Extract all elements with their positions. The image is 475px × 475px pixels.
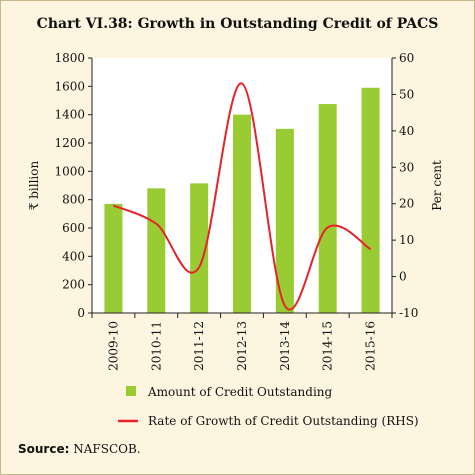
bar-2014-15 [318,104,337,314]
legend-label-line: Rate of Growth of Credit Outstanding (RH… [148,414,419,428]
y-tick-label: 400 [62,249,85,263]
x-tick-label: 2014-15 [321,321,335,371]
y2-tick-label: 30 [399,160,414,174]
x-tick-label: 2009-10 [106,321,120,371]
y2-tick-label: 10 [399,233,414,247]
source-value: NAFSCOB. [73,442,141,456]
y2-tick-label: 40 [399,124,414,138]
y2-axis-title: Per cent [430,160,444,211]
bar-2009-10 [104,203,123,313]
y-axis-title: ₹ billion [27,161,41,211]
bar-2011-12 [190,183,209,313]
y2-tick-label: -10 [399,306,418,320]
y2-tick-label: 50 [399,87,414,101]
x-tick-label: 2012-13 [235,321,249,371]
x-tick-label: 2011-12 [192,321,206,371]
bar-2012-13 [233,114,251,314]
bar-2013-14 [275,128,294,313]
y2-tick-label: 60 [399,51,414,65]
source-label: Source: [18,442,70,456]
chart-title: Chart VI.38: Growth in Outstanding Credi… [36,16,439,32]
x-tick-label: 2010-11 [149,321,163,371]
y-tick-label: 600 [62,221,85,235]
legend-swatch-bar [126,386,136,396]
legend-label-bar: Amount of Credit Outstanding [147,385,333,399]
bar-2010-11 [147,188,166,313]
x-tick-label: 2013-14 [278,321,292,371]
bar-2015-16 [361,87,380,313]
y-tick-label: 200 [62,278,85,292]
source-note: Source: NAFSCOB. [18,442,141,456]
y-tick-label: 1800 [54,51,85,65]
growth-rate-line [113,82,372,311]
y2-tick-label: 20 [399,197,414,211]
y-tick-label: 1000 [54,164,85,178]
y-tick-label: 0 [77,306,85,320]
y-tick-label: 1200 [54,136,85,150]
y-tick-label: 1600 [54,79,85,93]
y2-tick-label: 0 [399,270,407,284]
x-tick-label: 2015-16 [364,321,378,371]
y-tick-label: 800 [62,193,85,207]
y-tick-label: 1400 [54,108,85,122]
